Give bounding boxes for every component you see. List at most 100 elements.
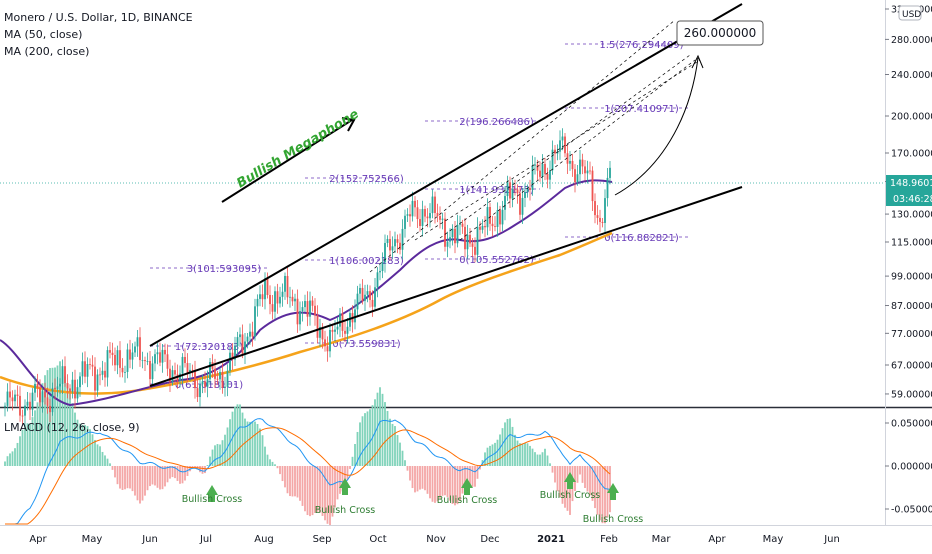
- candle-body: [536, 164, 539, 171]
- symbol-title[interactable]: Monero / U.S. Dollar, 1D, BINANCE: [4, 11, 193, 24]
- currency-box[interactable]: [898, 5, 922, 21]
- candle-body: [159, 352, 161, 363]
- candle-body: [394, 239, 396, 247]
- macd-histogram-bar: [59, 361, 61, 466]
- macd-histogram-bar: [449, 466, 451, 501]
- candle-body: [186, 363, 189, 373]
- candle-body: [484, 225, 486, 228]
- target-box[interactable]: [676, 20, 764, 46]
- macd-histogram-bar: [164, 466, 166, 487]
- macd-histogram-bar: [346, 466, 349, 481]
- macd-histogram-bar: [306, 466, 309, 516]
- candle-body: [444, 218, 446, 247]
- macd-histogram-bar: [6, 456, 9, 466]
- macd-histogram-bar: [364, 413, 366, 466]
- macd-histogram-bar: [581, 466, 584, 483]
- currency-label[interactable]: USD: [902, 10, 921, 20]
- macd-histogram-bar: [349, 466, 351, 469]
- target-arrow-head: [691, 54, 704, 69]
- candle-body: [339, 313, 341, 327]
- macd-histogram-bar: [411, 466, 414, 489]
- candle-body: [24, 405, 26, 416]
- macd-histogram-bar: [249, 421, 251, 466]
- macd-histogram-bar: [21, 429, 24, 466]
- macd-histogram-bar: [521, 443, 524, 466]
- candle-body: [439, 216, 441, 220]
- macd-histogram-bar: [69, 393, 71, 466]
- projection-line: [439, 54, 691, 239]
- candle-body: [169, 368, 171, 382]
- macd-histogram-bar: [141, 466, 144, 501]
- candle-body: [51, 387, 54, 413]
- candle-body: [514, 189, 516, 190]
- macd-tick-label: 0.000000: [891, 462, 932, 473]
- fib-level-label: 0(73.559831): [332, 339, 400, 350]
- candle-body: [31, 392, 34, 410]
- candle-body: [81, 361, 84, 377]
- candle-body: [249, 331, 251, 337]
- projection-line: [414, 59, 701, 241]
- fib-level-label: 2(196.266486): [459, 117, 534, 128]
- macd-histogram-bar: [101, 451, 104, 466]
- lmacd-legend[interactable]: LMACD (12, 26, close, 9): [4, 421, 140, 434]
- macd-histogram-bar: [14, 448, 16, 466]
- macd-histogram-bar: [436, 466, 439, 502]
- macd-histogram-bar: [259, 428, 261, 466]
- candle-body: [391, 246, 394, 251]
- candle-body: [154, 354, 156, 364]
- bullish-cross-label: Bullish Cross: [540, 490, 601, 501]
- candle-body: [419, 219, 421, 227]
- bullish-cross-label: Bullish Cross: [182, 494, 243, 505]
- fib-level-label: 3(101.593095): [187, 264, 262, 275]
- macd-histogram-bar: [156, 466, 159, 488]
- candle-body: [471, 243, 474, 247]
- macd-histogram-bar: [266, 454, 269, 466]
- candle-body: [336, 326, 339, 330]
- candle-body: [279, 296, 281, 304]
- candle-body: [519, 193, 521, 215]
- macd-histogram-bar: [174, 466, 176, 479]
- macd-histogram-bar: [144, 466, 146, 496]
- candle-body: [316, 315, 319, 338]
- candle-body: [499, 210, 501, 225]
- candle-body: [501, 209, 504, 225]
- macd-histogram-bar: [84, 425, 86, 466]
- macd-histogram-bar: [416, 466, 419, 492]
- macd-histogram-bar: [96, 444, 99, 466]
- price-tick-label: 87.000000: [891, 301, 932, 312]
- candle-body: [121, 367, 124, 373]
- candle-body: [144, 360, 146, 362]
- macd-histogram-bar: [336, 466, 339, 500]
- candle-body: [456, 224, 459, 244]
- candle-body: [91, 364, 94, 367]
- candle-body: [464, 226, 466, 250]
- candle-body: [486, 207, 489, 228]
- ma200-legend[interactable]: MA (200, close): [4, 45, 90, 58]
- candle-body: [421, 209, 424, 227]
- candle-body: [116, 350, 119, 366]
- macd-histogram-bar: [199, 466, 201, 473]
- candle-body: [581, 159, 584, 167]
- candle-body: [426, 216, 429, 219]
- macd-histogram-bar: [381, 393, 384, 466]
- macd-histogram-bar: [124, 466, 126, 490]
- macd-histogram-bar: [471, 466, 474, 487]
- macd-histogram-bar: [44, 375, 46, 466]
- main-pane[interactable]: [0, 0, 885, 407]
- candle-body: [44, 391, 46, 398]
- candle-body: [334, 329, 336, 332]
- macd-histogram-bar: [376, 392, 379, 466]
- candle-body: [496, 210, 499, 227]
- macd-histogram-bar: [61, 369, 64, 466]
- macd-histogram-bar: [406, 466, 409, 471]
- macd-histogram-bar: [194, 466, 196, 468]
- candle-body: [76, 387, 79, 399]
- candle-body: [104, 370, 106, 378]
- candle-body: [389, 238, 391, 251]
- ma50-legend[interactable]: MA (50, close): [4, 28, 83, 41]
- macd-histogram-bar: [19, 436, 21, 466]
- candle-body: [414, 200, 416, 208]
- candle-body: [146, 360, 149, 362]
- macd-histogram-bar: [146, 466, 149, 491]
- candle-body: [39, 387, 41, 403]
